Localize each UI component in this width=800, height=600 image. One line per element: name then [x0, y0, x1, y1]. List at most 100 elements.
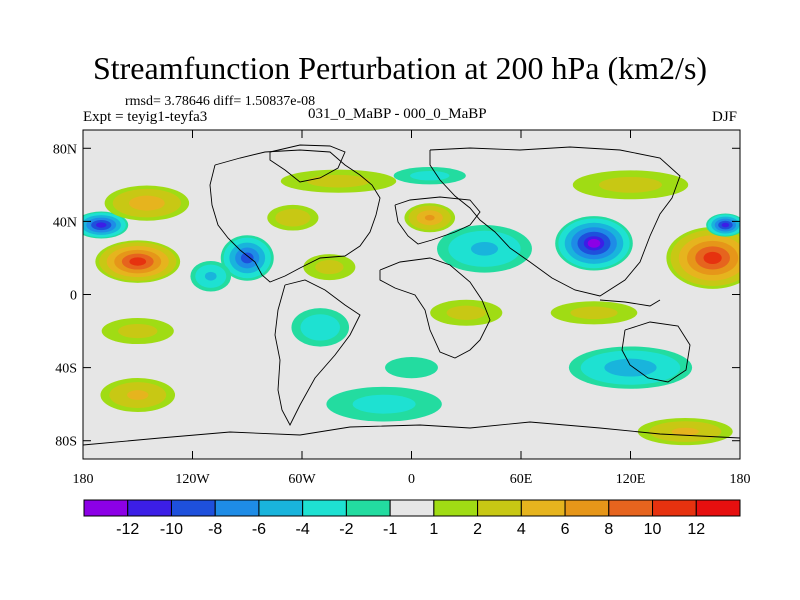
- anomaly-6: [303, 254, 356, 281]
- anomaly-9: [404, 203, 456, 233]
- colorbar-swatch: [652, 499, 697, 517]
- x-tick-label: 0: [408, 472, 415, 487]
- contour-fill: [352, 394, 416, 414]
- colorbar-swatch: [83, 499, 129, 517]
- contour-fill: [240, 252, 254, 264]
- anomaly-field: [83, 167, 740, 446]
- contour-fill: [204, 271, 217, 281]
- colorbar-label: -4: [296, 521, 310, 538]
- y-tick-label: 40S: [55, 362, 77, 377]
- anomaly-13: [706, 213, 740, 237]
- colorbar-swatch: [695, 499, 741, 517]
- contour-fill: [127, 390, 149, 400]
- contour-fill: [315, 259, 344, 275]
- anomaly-1: [95, 240, 181, 283]
- anomaly-11: [555, 216, 633, 271]
- y-tick-label: 80S: [55, 435, 77, 450]
- anomaly-21: [550, 301, 638, 325]
- chart-title: Streamfunction Perturbation at 200 hPa (…: [92, 50, 708, 86]
- contour-fill: [599, 176, 662, 193]
- contour-fill: [587, 238, 601, 248]
- contour-fill: [671, 427, 699, 436]
- contour-fill: [721, 222, 730, 228]
- colorbar-swatch: [433, 499, 479, 517]
- colorbar-swatch: [127, 499, 172, 517]
- colorbar-swatch: [608, 499, 654, 517]
- colorbar-swatch: [520, 499, 566, 517]
- colorbar-label: 12: [687, 521, 705, 538]
- colorbar: -12 -10 -8 -6 -4 -2 -1 1 2 4 6 8 10 12: [83, 499, 741, 538]
- contour-fill: [129, 257, 147, 266]
- contour-fill: [95, 222, 107, 228]
- anomaly-19: [430, 299, 503, 326]
- y-tick-label: 0: [70, 289, 77, 304]
- colorbar-label: -10: [160, 521, 183, 538]
- colorbar-label: 8: [604, 521, 613, 538]
- contour-fill: [570, 306, 618, 320]
- case-label: 031_0_MaBP - 000_0_MaBP: [308, 106, 487, 122]
- y-axis: 80N 40N 0 40S 80S: [53, 142, 740, 450]
- anomaly-20: [568, 346, 693, 389]
- x-tick-label: 120E: [616, 472, 646, 487]
- contour-fill: [424, 214, 435, 221]
- anomaly-4: [190, 260, 232, 292]
- x-axis: 180 120W 60W 0 60E 120E 180: [73, 130, 751, 487]
- anomaly-10: [437, 225, 532, 273]
- coastlines: [83, 144, 740, 446]
- anomaly-22: [637, 418, 733, 446]
- colorbar-label: -2: [339, 521, 353, 538]
- anomaly-2: [104, 185, 190, 221]
- anomaly-23: [385, 357, 438, 379]
- colorbar-label: 6: [561, 521, 570, 538]
- x-tick-label: 180: [730, 472, 751, 487]
- contour-fill: [385, 357, 438, 379]
- colorbar-swatch: [345, 499, 391, 517]
- contour-fill: [446, 305, 486, 320]
- contour-fill: [118, 323, 158, 339]
- rmsd-stats: rmsd= 3.78646 diff= 1.50837e-08: [125, 94, 316, 109]
- contour-fill: [275, 208, 311, 227]
- x-tick-label: 60E: [510, 472, 533, 487]
- season-label: DJF: [712, 109, 738, 125]
- x-tick-label: 180: [73, 472, 94, 487]
- colorbar-swatch: [389, 499, 435, 517]
- anomaly-7: [280, 169, 397, 193]
- contour-fill: [410, 170, 450, 181]
- x-tick-label: 60W: [288, 472, 316, 487]
- colorbar-label: 2: [473, 521, 482, 538]
- anomaly-16: [101, 318, 174, 345]
- contour-fill: [470, 242, 499, 256]
- anomaly-0: [83, 211, 129, 239]
- contour-fill: [300, 314, 341, 341]
- colorbar-label: -1: [383, 521, 397, 538]
- colorbar-swatch: [477, 499, 522, 517]
- y-tick-label: 80N: [53, 142, 77, 157]
- colorbar-swatch: [214, 499, 260, 517]
- colorbar-label: 4: [517, 521, 526, 538]
- contour-fill: [604, 358, 657, 377]
- colorbar-swatch: [170, 499, 216, 517]
- anomaly-18: [326, 386, 442, 422]
- x-tick-label: 120W: [175, 472, 210, 487]
- anomaly-12: [666, 227, 740, 289]
- colorbar-swatch: [564, 499, 610, 517]
- colorbar-label: -6: [252, 521, 266, 538]
- contour-fill: [307, 174, 370, 188]
- experiment-label: Expt = teyig1-teyfa3: [83, 109, 208, 125]
- anomaly-15: [393, 167, 466, 185]
- colorbar-label: 1: [429, 521, 438, 538]
- anomaly-3: [220, 235, 274, 281]
- colorbar-label: 10: [644, 521, 662, 538]
- colorbar-swatch: [258, 499, 304, 517]
- anomaly-5: [267, 204, 319, 231]
- anomaly-17: [100, 378, 176, 413]
- contour-fill: [129, 195, 165, 211]
- colorbar-label: -8: [208, 521, 222, 538]
- colorbar-label: -12: [116, 521, 139, 538]
- anomaly-14: [572, 170, 689, 200]
- colorbar-swatch: [302, 499, 347, 517]
- contour-fill: [703, 251, 722, 265]
- y-tick-label: 40N: [53, 215, 77, 230]
- anomaly-8: [291, 308, 350, 347]
